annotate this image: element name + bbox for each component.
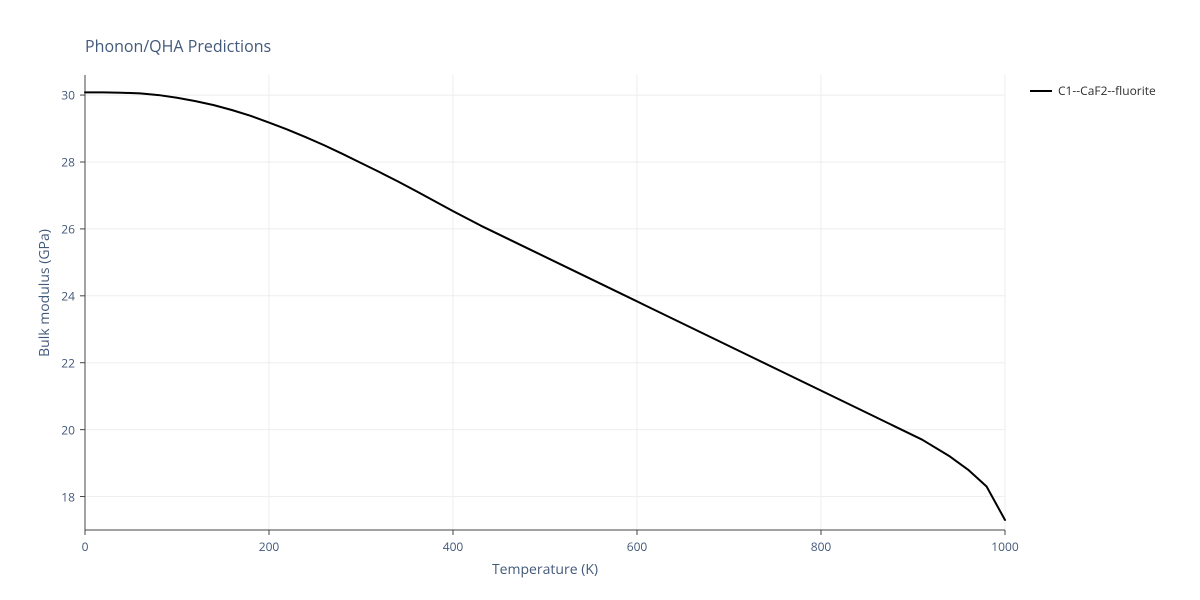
x-tick-label: 400 bbox=[443, 538, 464, 555]
y-tick-label: 26 bbox=[61, 220, 75, 237]
chart-svg bbox=[0, 0, 1200, 600]
x-tick-label: 800 bbox=[811, 538, 832, 555]
x-tick-label: 1000 bbox=[991, 538, 1018, 555]
legend-series-line bbox=[1030, 90, 1052, 92]
y-tick-label: 24 bbox=[61, 287, 75, 304]
y-tick-label: 28 bbox=[61, 153, 75, 170]
series-line bbox=[85, 92, 1005, 520]
chart-container: { "chart": { "type": "line", "title": "P… bbox=[0, 0, 1200, 600]
x-axis-label: Temperature (K) bbox=[485, 560, 605, 579]
y-tick-label: 30 bbox=[61, 87, 75, 104]
x-tick-label: 0 bbox=[82, 538, 89, 555]
y-axis-label: Bulk modulus (GPa) bbox=[35, 213, 54, 373]
y-tick-label: 22 bbox=[61, 354, 75, 371]
x-tick-label: 600 bbox=[627, 538, 648, 555]
legend: C1--CaF2--fluorite bbox=[1030, 82, 1156, 99]
y-tick-label: 20 bbox=[61, 421, 75, 438]
legend-series-label: C1--CaF2--fluorite bbox=[1058, 82, 1156, 99]
y-tick-label: 18 bbox=[61, 488, 75, 505]
x-tick-label: 200 bbox=[259, 538, 280, 555]
